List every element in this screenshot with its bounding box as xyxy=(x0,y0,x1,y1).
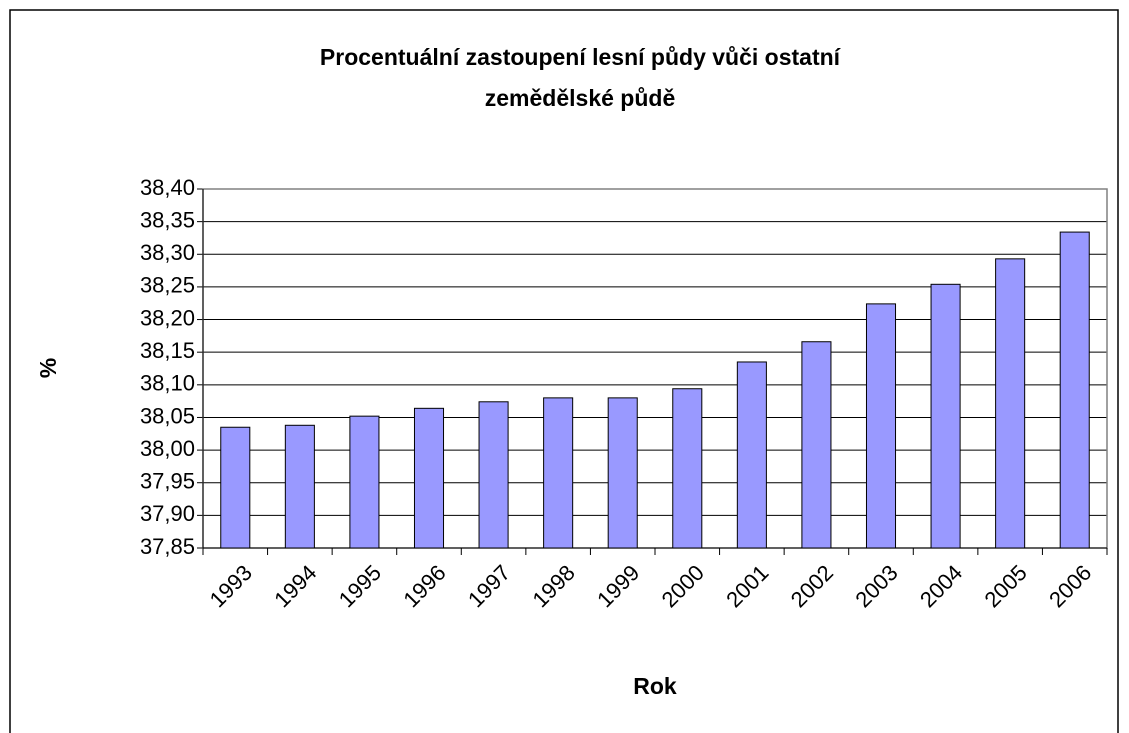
bar xyxy=(736,361,767,549)
chart-title: zemědělské půdě xyxy=(485,85,675,111)
y-tick-label: 38,05 xyxy=(140,403,195,428)
bar xyxy=(995,258,1026,549)
bar xyxy=(607,397,638,549)
bar xyxy=(220,426,251,549)
bar xyxy=(543,397,574,549)
y-tick-label: 38,20 xyxy=(140,305,195,330)
y-tick-label: 38,10 xyxy=(140,371,195,396)
y-tick-label: 38,35 xyxy=(140,207,195,232)
bar xyxy=(284,424,315,549)
bar xyxy=(801,341,832,549)
y-tick-label: 37,90 xyxy=(140,501,195,526)
y-tick-label: 38,00 xyxy=(140,436,195,461)
bar xyxy=(930,283,961,549)
y-tick-label: 38,15 xyxy=(140,338,195,363)
bar xyxy=(672,388,703,549)
bar xyxy=(413,407,445,549)
y-axis-title: % xyxy=(35,358,61,378)
y-tick-label: 37,85 xyxy=(140,534,195,559)
x-axis-title: Rok xyxy=(633,673,677,699)
chart-title: Procentuální zastoupení lesní půdy vůči … xyxy=(320,44,842,70)
y-tick-label: 38,30 xyxy=(140,240,195,265)
bar xyxy=(1059,231,1090,549)
bar xyxy=(865,303,897,549)
y-tick-label: 38,25 xyxy=(140,273,195,298)
y-tick-label: 38,40 xyxy=(140,175,195,200)
bar xyxy=(478,401,509,549)
bar xyxy=(349,415,380,549)
y-tick-label: 37,95 xyxy=(140,469,195,494)
